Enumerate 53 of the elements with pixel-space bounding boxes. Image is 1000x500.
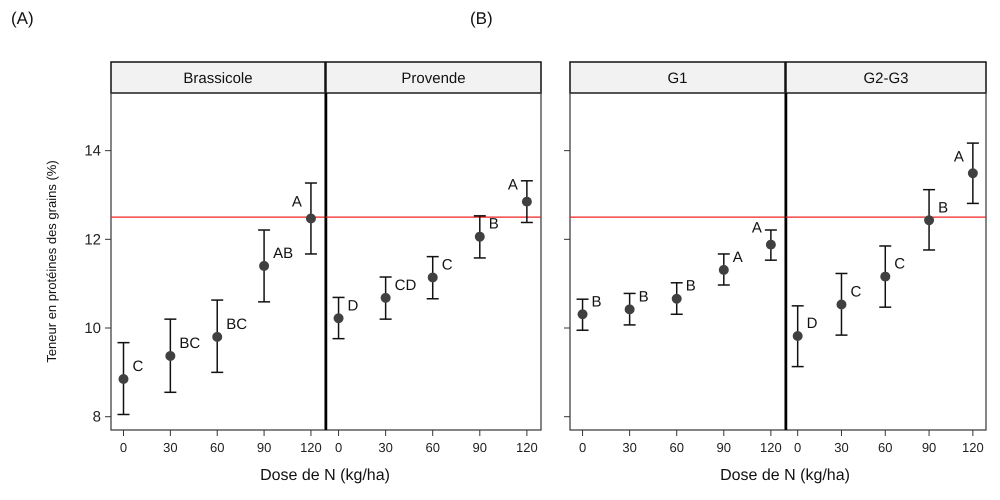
x-tick-label: 0 (578, 440, 586, 455)
annotation: A (752, 220, 762, 237)
x-tick-label: 60 (210, 440, 224, 455)
annotation: AB (273, 244, 294, 262)
x-tick-label: 120 (300, 440, 322, 455)
annotation: BC (179, 334, 200, 352)
chart-title: Brassicole (183, 70, 253, 87)
x-tick-label: 90 (256, 440, 272, 455)
x-tick-label: 30 (378, 440, 393, 455)
annotation: BC (226, 316, 248, 333)
annotation: A (954, 148, 964, 166)
chart-title: G2-G3 (863, 70, 909, 87)
y-tick-label: 12 (84, 231, 101, 248)
annotation: A (292, 193, 302, 210)
x-axis-title: Dose de N (kg/ha) (260, 467, 390, 484)
x-tick-label: 60 (878, 440, 893, 455)
y-axis-title: Teneur en protéines des grains (%) (44, 160, 59, 363)
y-tick-label: 14 (84, 142, 101, 160)
annotation: B (686, 278, 696, 295)
x-tick-label: 60 (425, 440, 440, 455)
y-tick-label: 10 (84, 320, 101, 338)
annotation: D (806, 314, 818, 332)
y-tick-label: 8 (92, 408, 101, 426)
x-tick-label: 120 (516, 440, 538, 455)
x-tick-label: 120 (962, 440, 984, 455)
x-tick-label: 30 (622, 440, 637, 455)
x-tick-label: 90 (472, 440, 488, 455)
x-axis-title: Dose de N (kg/ha) (720, 467, 850, 484)
annotation: A (732, 248, 743, 266)
annotation: CD (394, 276, 416, 294)
chart-title: G1 (667, 70, 688, 87)
chart-title: Provende (401, 70, 466, 87)
x-tick-label: 30 (834, 440, 849, 455)
annotation: C (442, 256, 453, 274)
x-tick-label: 90 (922, 440, 936, 455)
annotation: C (850, 284, 862, 301)
x-tick-label: 0 (334, 440, 342, 455)
x-tick-label: 0 (794, 440, 802, 455)
text: (A) (11, 9, 34, 28)
annotation: B (592, 293, 602, 310)
annotation: D (348, 297, 359, 314)
x-tick-label: 0 (120, 440, 128, 455)
x-tick-label: 60 (669, 440, 684, 455)
annotation: B (638, 288, 649, 306)
text: (B) (470, 9, 493, 28)
x-tick-label: 120 (760, 440, 782, 455)
annotation: C (894, 256, 906, 273)
annotation: B (938, 199, 948, 216)
annotation: C (132, 358, 144, 376)
annotation: A (508, 176, 518, 194)
x-tick-label: 90 (716, 440, 732, 455)
annotation: B (488, 216, 499, 233)
x-tick-label: 30 (163, 440, 178, 455)
